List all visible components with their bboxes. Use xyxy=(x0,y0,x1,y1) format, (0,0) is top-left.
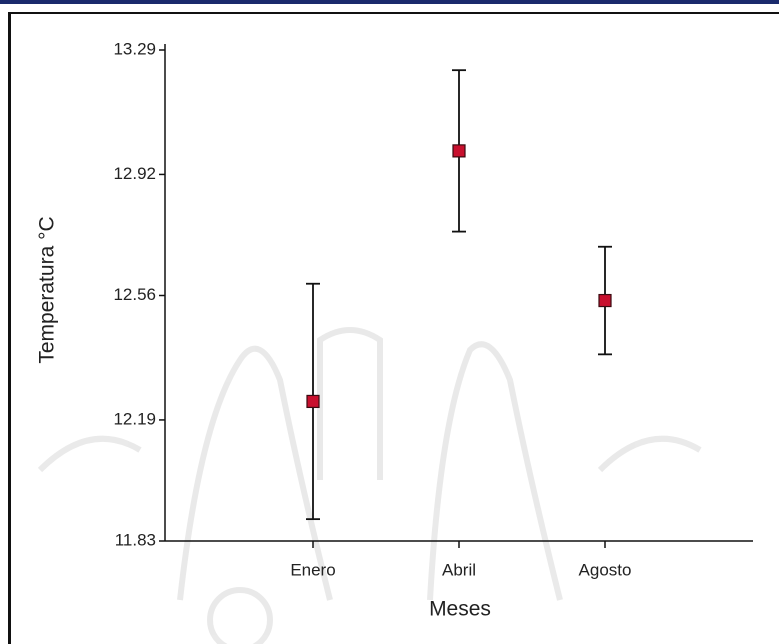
left-border xyxy=(8,12,11,644)
x-tick-label: Enero xyxy=(290,560,335,579)
x-tick-label: Abril xyxy=(442,560,476,579)
chart: Temperatura °C Meses 11.83 12.19 12.56 12.9… xyxy=(0,0,779,644)
y-tick-label: 12.92 xyxy=(113,164,156,183)
top-border xyxy=(0,0,779,4)
y-tick-label: 13.29 xyxy=(113,39,156,58)
point xyxy=(599,295,611,307)
y-axis-title: Temperatura °C xyxy=(36,216,59,363)
top-gap xyxy=(0,4,779,12)
y-tick-label: 12.19 xyxy=(113,409,156,428)
x-axis-title: Meses xyxy=(429,598,491,621)
y-tick-label: 12.56 xyxy=(113,285,156,304)
x-tick-label: Agosto xyxy=(579,560,632,579)
watermark xyxy=(40,330,700,644)
point xyxy=(307,395,319,407)
y-tick-label: 11.83 xyxy=(115,530,156,549)
point xyxy=(453,145,465,157)
frame-top xyxy=(11,12,779,14)
page: Temperatura °C Meses 11.83 12.19 12.56 12.9… xyxy=(0,0,779,644)
